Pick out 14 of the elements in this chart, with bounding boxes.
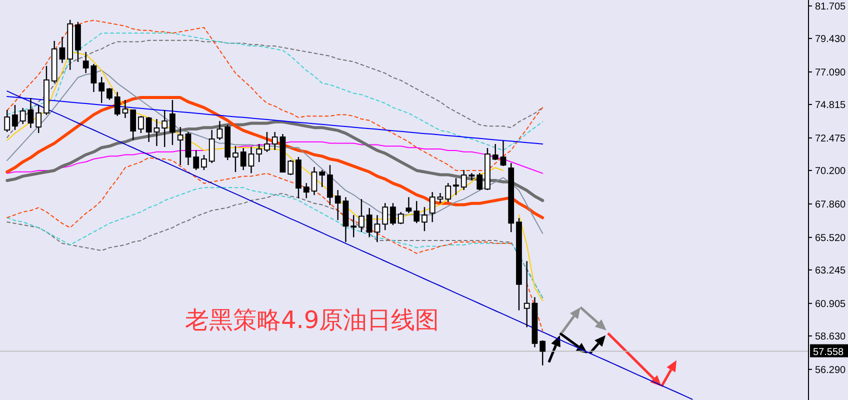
y-tick-label: 67.860 <box>815 199 846 210</box>
y-tick-label: 74.815 <box>815 100 846 111</box>
y-tick-label: 79.430 <box>815 34 846 45</box>
y-tick-label: 77.090 <box>815 67 846 78</box>
y-tick-label: 65.520 <box>815 232 846 244</box>
y-tick-label: 56.290 <box>815 364 846 376</box>
y-tick-label: 58.630 <box>815 331 846 342</box>
y-tick-label: 63.245 <box>815 265 846 276</box>
y-tick-label: 60.905 <box>815 298 846 310</box>
y-tick-label: 72.475 <box>815 133 846 144</box>
annotation: 老黑策略4.9原油日线图 <box>185 306 440 334</box>
ref-line-label: 57.558 <box>813 346 844 358</box>
y-tick-label: 70.200 <box>815 166 846 177</box>
y-tick-label: 81.705 <box>815 1 846 12</box>
